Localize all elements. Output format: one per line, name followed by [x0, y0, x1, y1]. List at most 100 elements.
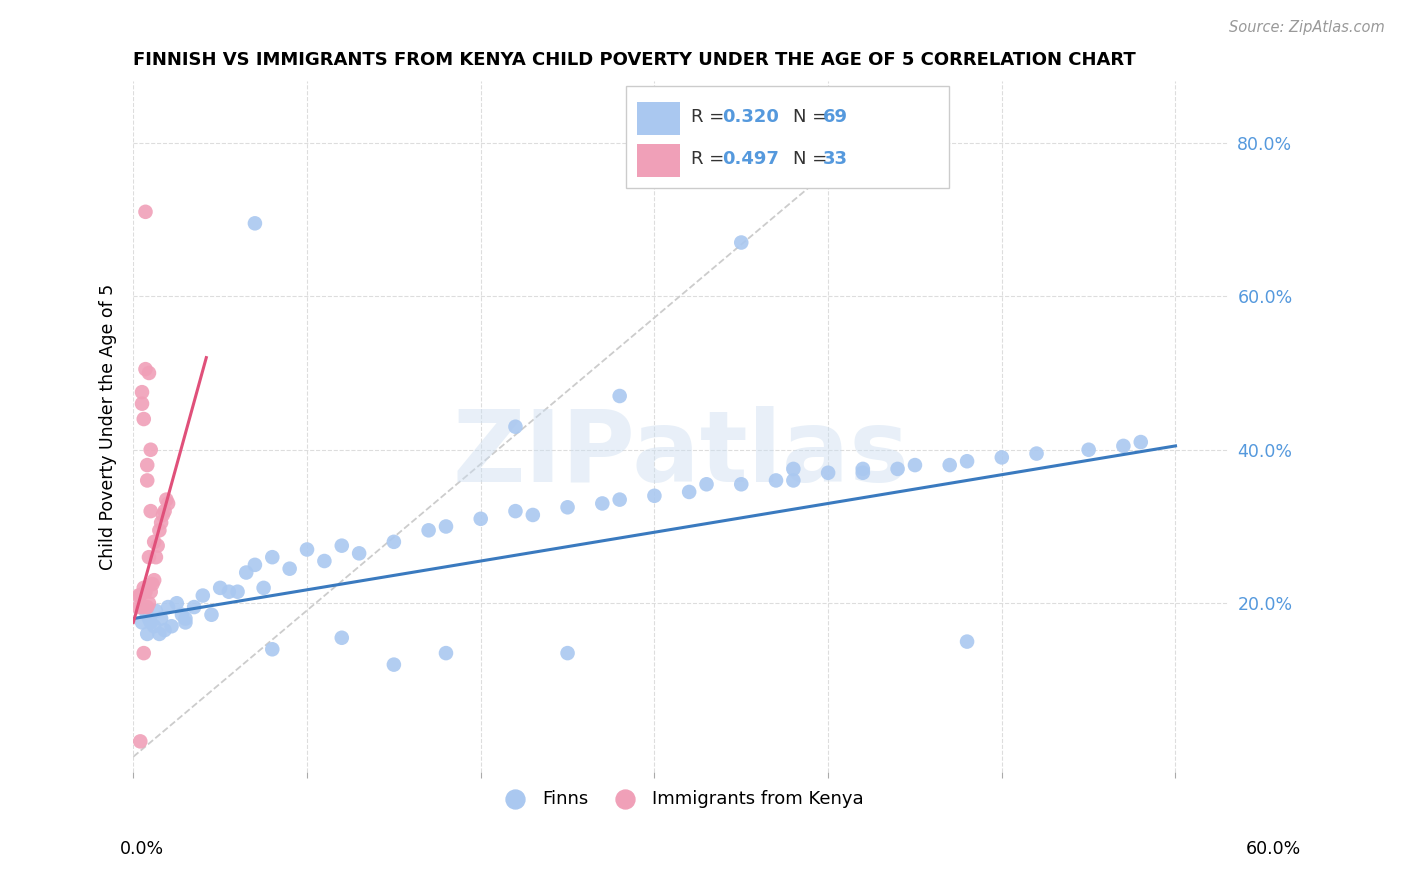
- Point: [991, 450, 1014, 465]
- Point: [347, 546, 370, 560]
- Point: [956, 634, 979, 648]
- Point: [166, 596, 188, 610]
- Text: ZIPatlas: ZIPatlas: [453, 406, 908, 503]
- Point: [557, 500, 579, 515]
- Point: [143, 619, 166, 633]
- Point: [730, 235, 752, 250]
- Point: [134, 204, 156, 219]
- Point: [505, 419, 527, 434]
- Point: [139, 584, 162, 599]
- Point: [1025, 446, 1047, 460]
- Point: [138, 366, 160, 380]
- Point: [782, 474, 804, 488]
- Point: [160, 619, 183, 633]
- Point: [157, 600, 180, 615]
- Point: [150, 611, 173, 625]
- Point: [470, 512, 492, 526]
- Point: [129, 734, 152, 748]
- Point: [609, 389, 631, 403]
- Point: [218, 584, 240, 599]
- Point: [131, 600, 153, 615]
- Point: [852, 462, 875, 476]
- Point: [295, 542, 318, 557]
- Text: 0.0%: 0.0%: [120, 840, 163, 858]
- Point: [314, 554, 336, 568]
- Text: R =: R =: [692, 150, 730, 168]
- Point: [1077, 442, 1099, 457]
- Point: [522, 508, 544, 522]
- Text: 33: 33: [823, 150, 848, 168]
- Point: [609, 492, 631, 507]
- Point: [730, 477, 752, 491]
- Point: [134, 362, 156, 376]
- Point: [145, 550, 167, 565]
- Point: [136, 474, 159, 488]
- Point: [141, 577, 163, 591]
- Point: [209, 581, 232, 595]
- Point: [1112, 439, 1135, 453]
- Point: [139, 615, 162, 630]
- Text: 69: 69: [823, 108, 848, 127]
- Point: [136, 627, 159, 641]
- Point: [143, 534, 166, 549]
- Point: [157, 496, 180, 510]
- Point: [434, 646, 457, 660]
- Point: [138, 550, 160, 565]
- Point: [132, 412, 155, 426]
- FancyBboxPatch shape: [637, 102, 681, 136]
- Point: [262, 642, 284, 657]
- Point: [183, 600, 205, 615]
- Point: [226, 584, 249, 599]
- Point: [153, 504, 176, 518]
- Point: [330, 631, 353, 645]
- Point: [643, 489, 665, 503]
- Point: [136, 458, 159, 472]
- Point: [765, 474, 787, 488]
- Point: [696, 477, 718, 491]
- Text: N =: N =: [793, 108, 834, 127]
- Text: 60.0%: 60.0%: [1246, 840, 1301, 858]
- Point: [131, 397, 153, 411]
- Point: [146, 539, 169, 553]
- Text: 0.320: 0.320: [723, 108, 779, 127]
- Point: [139, 442, 162, 457]
- Point: [134, 604, 156, 618]
- Point: [152, 508, 174, 522]
- Point: [143, 573, 166, 587]
- Point: [505, 504, 527, 518]
- Point: [886, 462, 908, 476]
- Point: [956, 454, 979, 468]
- Point: [145, 604, 167, 618]
- Point: [1129, 435, 1152, 450]
- Point: [132, 581, 155, 595]
- FancyBboxPatch shape: [637, 144, 681, 177]
- Point: [817, 466, 839, 480]
- Point: [128, 600, 150, 615]
- Point: [278, 562, 301, 576]
- Point: [170, 607, 193, 622]
- Y-axis label: Child Poverty Under the Age of 5: Child Poverty Under the Age of 5: [100, 284, 117, 570]
- Point: [132, 646, 155, 660]
- Point: [191, 589, 214, 603]
- Text: N =: N =: [793, 150, 834, 168]
- Point: [235, 566, 257, 580]
- Point: [131, 615, 153, 630]
- Text: R =: R =: [692, 108, 730, 127]
- Point: [678, 485, 700, 500]
- Point: [243, 216, 266, 230]
- Point: [382, 657, 405, 672]
- Point: [129, 589, 152, 603]
- Text: 0.497: 0.497: [723, 150, 779, 168]
- Point: [148, 627, 170, 641]
- Point: [131, 385, 153, 400]
- Text: FINNISH VS IMMIGRANTS FROM KENYA CHILD POVERTY UNDER THE AGE OF 5 CORRELATION CH: FINNISH VS IMMIGRANTS FROM KENYA CHILD P…: [134, 51, 1136, 69]
- Point: [153, 623, 176, 637]
- Point: [852, 466, 875, 480]
- Point: [134, 584, 156, 599]
- Point: [200, 607, 222, 622]
- Point: [382, 534, 405, 549]
- Point: [174, 611, 197, 625]
- Point: [138, 611, 160, 625]
- Point: [139, 504, 162, 518]
- Point: [904, 458, 927, 472]
